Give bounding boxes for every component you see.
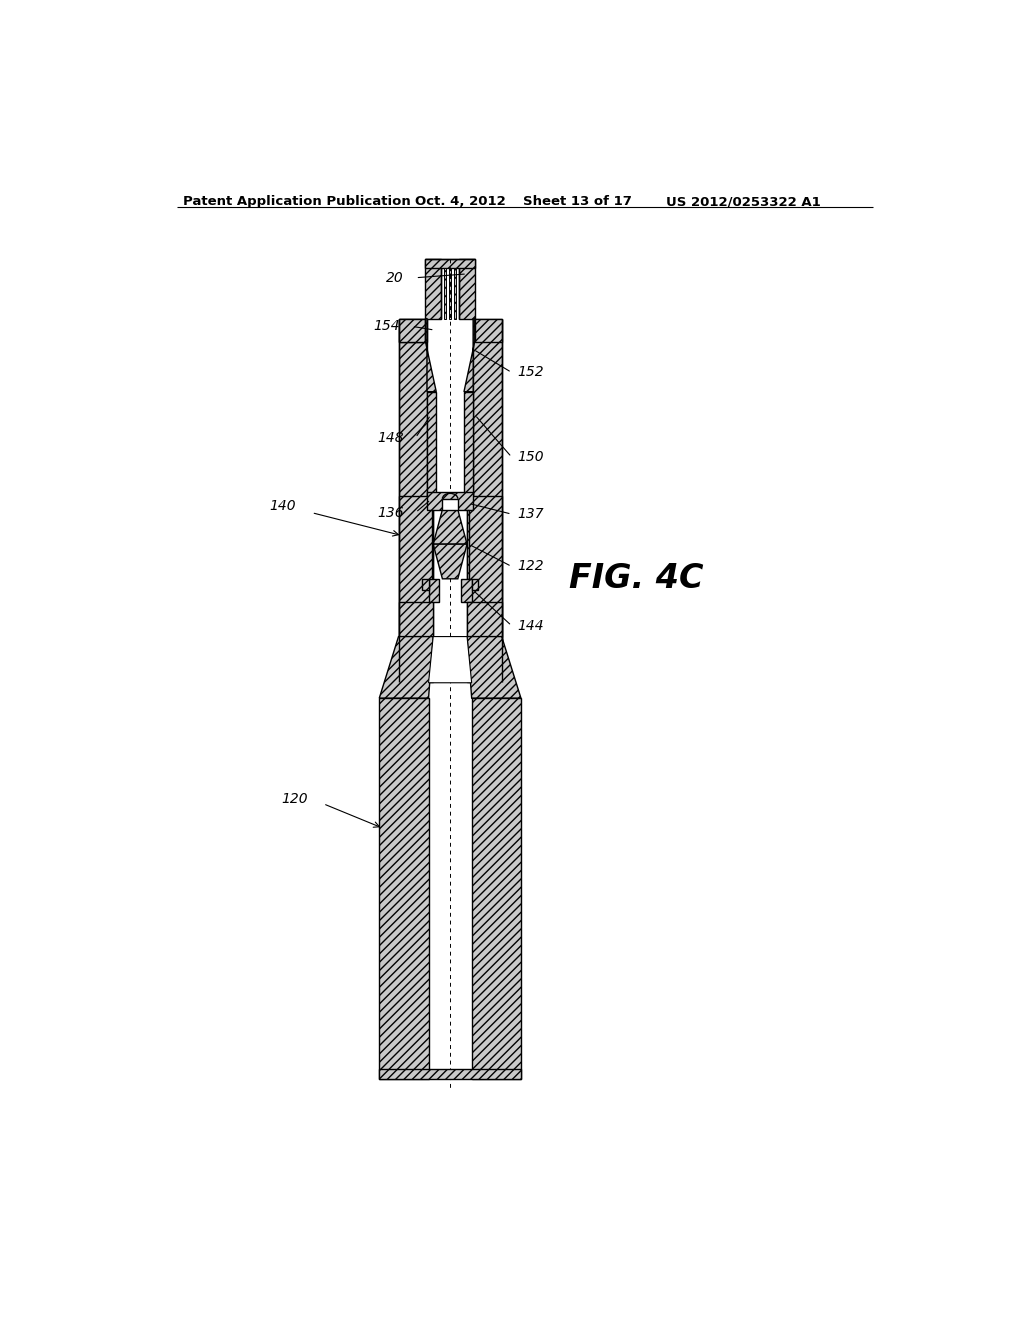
Text: Oct. 4, 2012: Oct. 4, 2012 [416, 195, 506, 209]
Polygon shape [467, 636, 521, 698]
Text: 122: 122 [517, 560, 544, 573]
Text: 136: 136 [377, 506, 403, 520]
Text: 154: 154 [374, 319, 400, 333]
Polygon shape [379, 636, 433, 698]
Polygon shape [467, 510, 469, 579]
Polygon shape [398, 318, 427, 342]
Polygon shape [449, 268, 452, 318]
Text: 120: 120 [281, 792, 307, 807]
Polygon shape [467, 602, 502, 636]
Text: FIG. 4C: FIG. 4C [569, 561, 703, 594]
Polygon shape [427, 492, 473, 510]
Polygon shape [425, 318, 436, 392]
Polygon shape [425, 259, 475, 268]
Text: Sheet 13 of 17: Sheet 13 of 17 [523, 195, 632, 209]
Polygon shape [427, 392, 436, 496]
Polygon shape [443, 268, 446, 318]
Polygon shape [379, 698, 429, 1078]
Text: 140: 140 [269, 499, 296, 513]
Text: 148: 148 [377, 430, 403, 445]
Text: Patent Application Publication: Patent Application Publication [183, 195, 411, 209]
Polygon shape [379, 1069, 521, 1078]
Polygon shape [425, 259, 441, 318]
Polygon shape [464, 318, 475, 392]
Text: 150: 150 [517, 450, 544, 465]
Text: US 2012/0253322 A1: US 2012/0253322 A1 [666, 195, 820, 209]
Polygon shape [433, 544, 467, 579]
Polygon shape [398, 496, 433, 682]
Polygon shape [398, 318, 425, 342]
Polygon shape [398, 318, 427, 682]
Polygon shape [472, 698, 521, 1078]
Polygon shape [429, 636, 472, 682]
Polygon shape [460, 259, 475, 318]
Text: 144: 144 [517, 619, 544, 632]
Polygon shape [464, 392, 473, 496]
Text: 152: 152 [517, 366, 544, 379]
Polygon shape [429, 579, 439, 602]
Polygon shape [473, 318, 502, 682]
Polygon shape [467, 496, 502, 682]
Text: 20: 20 [386, 271, 403, 285]
Polygon shape [432, 510, 433, 579]
Polygon shape [433, 510, 467, 544]
Text: 137: 137 [517, 507, 544, 521]
Polygon shape [398, 602, 433, 636]
Polygon shape [455, 268, 457, 318]
Polygon shape [475, 318, 502, 342]
Polygon shape [422, 579, 429, 590]
Polygon shape [442, 499, 458, 510]
Polygon shape [461, 579, 472, 602]
Polygon shape [472, 579, 478, 590]
